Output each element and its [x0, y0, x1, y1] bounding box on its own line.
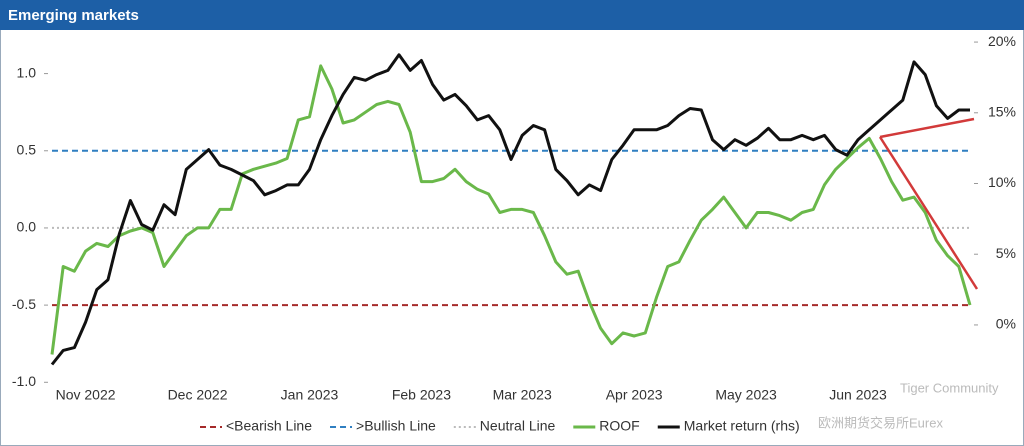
x-tick-label: Mar 2023 [493, 387, 552, 403]
y-tick-label: -0.5 [12, 296, 36, 312]
y-tick-label: 0.5 [17, 141, 37, 157]
y-tick-label: -1.0 [12, 373, 36, 389]
x-tick-label: Jan 2023 [281, 387, 339, 403]
x-tick-label: Nov 2022 [56, 387, 116, 403]
trend-annotation [878, 136, 979, 290]
y-tick-label: 0.0 [17, 219, 37, 235]
x-tick-label: Dec 2022 [168, 387, 228, 403]
x-tick-label: Feb 2023 [392, 387, 451, 403]
x-tick-label: Apr 2023 [606, 387, 663, 403]
trend-annotation [879, 117, 975, 139]
x-tick-label: Jun 2023 [829, 387, 887, 403]
x-tick-label: May 2023 [715, 387, 777, 403]
legend-label: Market return (rhs) [684, 418, 800, 434]
y2-tick-label: 0% [996, 316, 1016, 332]
y2-tick-label: 10% [988, 174, 1016, 190]
legend-label: <Bearish Line [226, 418, 312, 434]
legend-label: >Bullish Line [356, 418, 436, 434]
y2-tick-label: 5% [996, 245, 1016, 261]
y2-tick-label: 20% [988, 33, 1016, 49]
series-line [50, 64, 972, 355]
legend-label: Neutral Line [480, 418, 556, 434]
series-line [50, 53, 970, 366]
y-tick-label: 1.0 [17, 64, 37, 80]
watermark: Tiger Community [900, 380, 999, 395]
header-bar [0, 0, 1024, 30]
watermark: 欧洲期货交易所Eurex [818, 415, 943, 430]
chart-title: Emerging markets [8, 7, 139, 24]
legend-label: ROOF [599, 418, 639, 434]
y2-tick-label: 15% [988, 103, 1016, 119]
